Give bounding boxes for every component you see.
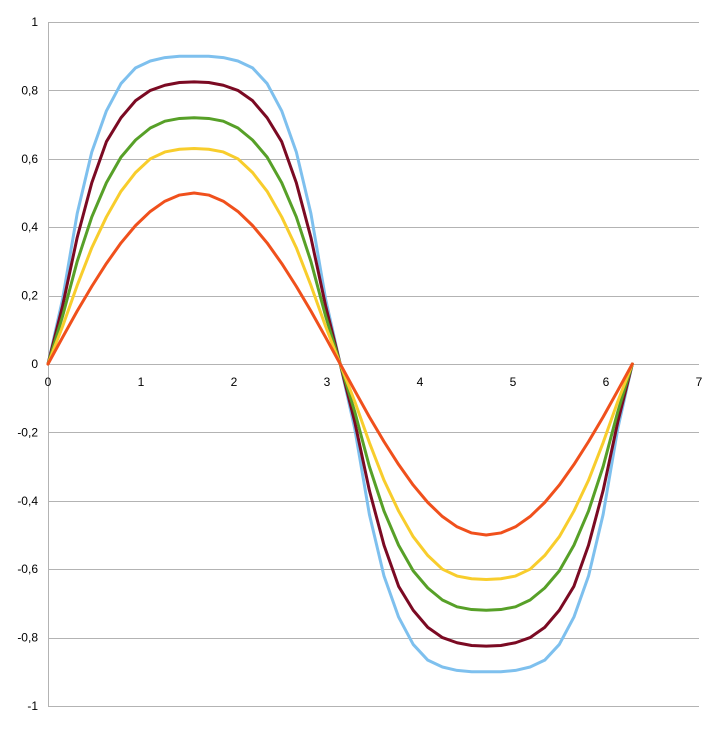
grid-lines — [48, 22, 699, 707]
y-tick-label: 0,4 — [21, 220, 38, 234]
y-tick-label: -0,6 — [17, 562, 38, 576]
y-tick-label: 0,2 — [21, 289, 38, 303]
series-lines — [46, 54, 634, 674]
y-tick-label: 1 — [31, 15, 38, 29]
y-tick-label: -0,4 — [17, 494, 38, 508]
x-tick-label: 6 — [603, 375, 610, 389]
x-tick-label: 1 — [138, 375, 145, 389]
x-tick-label: 3 — [324, 375, 331, 389]
x-tick-label: 2 — [231, 375, 238, 389]
y-tick-label: 0,8 — [21, 83, 38, 97]
series-line-5 — [46, 191, 634, 537]
y-tick-label: -0,8 — [17, 631, 38, 645]
x-tick-label: 7 — [696, 375, 703, 389]
y-tick-label: 0 — [31, 357, 38, 371]
y-tick-label: 0,6 — [21, 152, 38, 166]
y-axis-tick-labels: 1 0,8 0,6 0,4 0,2 0 -0,2 -0,4 -0,6 -0,8 -1 — [17, 15, 38, 713]
x-tick-label: 0 — [45, 375, 52, 389]
y-tick-label: -0,2 — [17, 425, 38, 439]
x-tick-label: 5 — [510, 375, 517, 389]
y-tick-label: -1 — [27, 699, 38, 713]
x-tick-label: 4 — [417, 375, 424, 389]
x-axis-tick-labels: 0 1 2 3 4 5 6 7 — [45, 375, 703, 389]
